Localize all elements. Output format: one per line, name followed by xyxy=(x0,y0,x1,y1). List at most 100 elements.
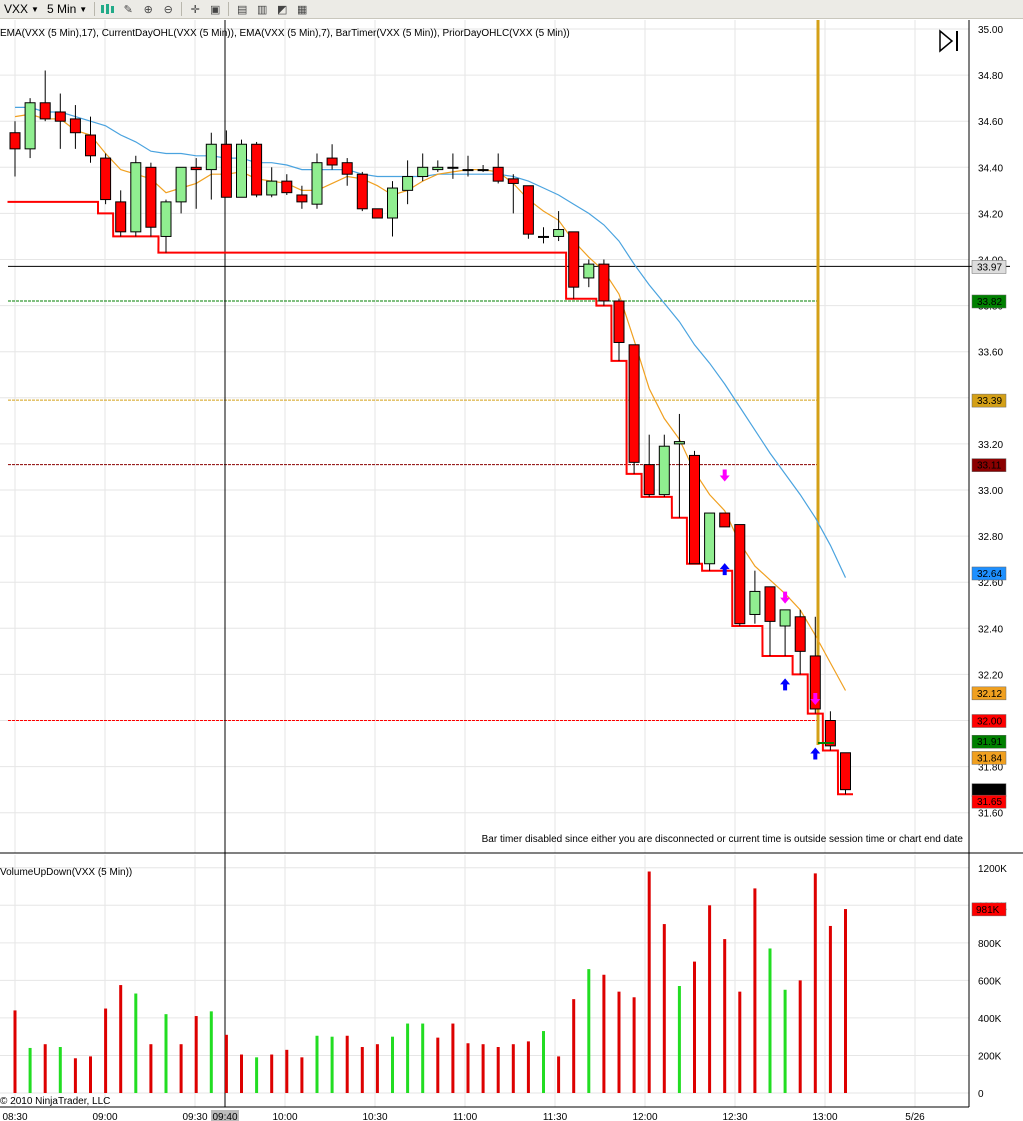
volume-bar[interactable] xyxy=(813,873,817,1093)
candle-body[interactable] xyxy=(749,590,761,615)
volume-bar[interactable] xyxy=(708,905,712,1093)
candle-body[interactable] xyxy=(190,166,202,171)
candle-body[interactable] xyxy=(840,752,851,791)
candle-body[interactable] xyxy=(145,166,157,228)
candle-body[interactable] xyxy=(39,102,51,120)
zoom-in-icon[interactable]: ⊕ xyxy=(143,3,153,16)
volume-bar[interactable] xyxy=(13,1010,17,1093)
volume-bar[interactable] xyxy=(179,1044,183,1093)
zoom-out-icon[interactable]: ⊖ xyxy=(163,3,173,16)
volume-bar[interactable] xyxy=(723,939,727,1093)
candle-body[interactable] xyxy=(251,143,263,196)
volume-bar[interactable] xyxy=(43,1044,47,1093)
volume-bar[interactable] xyxy=(134,993,138,1093)
data-box-icon[interactable]: ▦ xyxy=(297,3,308,16)
candle-body[interactable] xyxy=(764,586,776,622)
volume-bar[interactable] xyxy=(315,1035,319,1093)
candle-body[interactable] xyxy=(341,162,353,175)
candle-body[interactable] xyxy=(492,166,504,182)
candle-body[interactable] xyxy=(447,166,459,169)
volume-bar[interactable] xyxy=(647,871,651,1093)
candle-body[interactable] xyxy=(613,300,625,343)
candle-body[interactable] xyxy=(794,616,806,652)
candle-body[interactable] xyxy=(704,512,716,565)
volume-bar[interactable] xyxy=(149,1044,153,1093)
candle-body[interactable] xyxy=(568,231,580,288)
candle-body[interactable] xyxy=(658,445,670,496)
candle-body[interactable] xyxy=(673,441,685,445)
volume-bar[interactable] xyxy=(632,997,636,1093)
volume-bar[interactable] xyxy=(617,991,621,1093)
candle-body[interactable] xyxy=(628,344,640,463)
volume-bar[interactable] xyxy=(542,1031,545,1093)
instrument-selector[interactable]: VXX ▼ xyxy=(0,1,43,17)
candle-body[interactable] xyxy=(100,157,112,201)
volume-bar[interactable] xyxy=(270,1054,274,1093)
candle-body[interactable] xyxy=(220,143,232,198)
volume-bar[interactable] xyxy=(224,1034,228,1093)
candle-body[interactable] xyxy=(296,194,308,203)
volume-bar[interactable] xyxy=(255,1057,259,1093)
candle-body[interactable] xyxy=(432,166,444,171)
bar-type-icon[interactable] xyxy=(100,2,116,16)
volume-bar[interactable] xyxy=(768,948,772,1093)
candle-body[interactable] xyxy=(175,166,187,203)
candle-body[interactable] xyxy=(115,201,127,233)
volume-bar[interactable] xyxy=(677,986,681,1093)
volume-bar[interactable] xyxy=(209,1011,213,1093)
volume-bar[interactable] xyxy=(828,925,832,1093)
candle-body[interactable] xyxy=(734,524,746,625)
volume-bar[interactable] xyxy=(58,1047,62,1093)
volume-bar[interactable] xyxy=(360,1047,364,1093)
volume-bar[interactable] xyxy=(753,888,757,1093)
volume-bar[interactable] xyxy=(345,1035,349,1093)
volume-bar[interactable] xyxy=(406,1023,410,1093)
candle-body[interactable] xyxy=(281,180,293,194)
candle-body[interactable] xyxy=(326,157,338,166)
candle-body[interactable] xyxy=(643,464,655,496)
volume-bar[interactable] xyxy=(451,1023,455,1093)
volume-bar[interactable] xyxy=(587,969,591,1093)
candle-body[interactable] xyxy=(824,720,836,747)
volume-bar[interactable] xyxy=(557,1056,561,1093)
volume-bar[interactable] xyxy=(240,1054,243,1093)
candle-body[interactable] xyxy=(719,512,731,528)
properties-icon[interactable]: ▣ xyxy=(210,3,221,16)
volume-bar[interactable] xyxy=(436,1037,440,1093)
candle-body[interactable] xyxy=(689,454,700,565)
volume-bar[interactable] xyxy=(421,1023,425,1093)
indicators-icon[interactable]: ▤ xyxy=(237,3,248,16)
candle-body[interactable] xyxy=(809,655,821,710)
volume-bar[interactable] xyxy=(693,961,696,1093)
volume-bar[interactable] xyxy=(662,924,666,1093)
candle-body[interactable] xyxy=(130,162,142,233)
candle-body[interactable] xyxy=(266,180,278,196)
volume-bar[interactable] xyxy=(89,1056,92,1093)
volume-bar[interactable] xyxy=(572,999,576,1093)
candle-body[interactable] xyxy=(205,143,217,171)
candle-body[interactable] xyxy=(522,185,534,235)
volume-bar[interactable] xyxy=(738,991,742,1093)
candle-body[interactable] xyxy=(387,187,398,219)
volume-bar[interactable] xyxy=(119,985,123,1093)
volume-bar[interactable] xyxy=(798,980,802,1093)
candle-body[interactable] xyxy=(54,111,66,122)
volume-bar[interactable] xyxy=(164,1014,168,1093)
volume-bar[interactable] xyxy=(104,1008,108,1093)
volume-bar[interactable] xyxy=(391,1036,394,1093)
strategies-icon[interactable]: ▥ xyxy=(257,3,268,16)
candle-body[interactable] xyxy=(598,263,610,302)
chart-trader-icon[interactable]: ◩ xyxy=(277,3,288,16)
scroll-to-end-icon[interactable] xyxy=(939,29,954,53)
crosshair-icon[interactable]: ✛ xyxy=(190,3,200,16)
interval-selector[interactable]: 5 Min ▼ xyxy=(43,1,91,17)
volume-bar[interactable] xyxy=(375,1044,379,1093)
volume-bar[interactable] xyxy=(300,1057,304,1093)
candle-body[interactable] xyxy=(417,166,429,178)
candle-body[interactable] xyxy=(160,201,172,237)
candle-body[interactable] xyxy=(553,229,565,237)
volume-bar[interactable] xyxy=(783,989,787,1093)
volume-bar[interactable] xyxy=(73,1058,77,1093)
candle-body[interactable] xyxy=(507,178,519,184)
